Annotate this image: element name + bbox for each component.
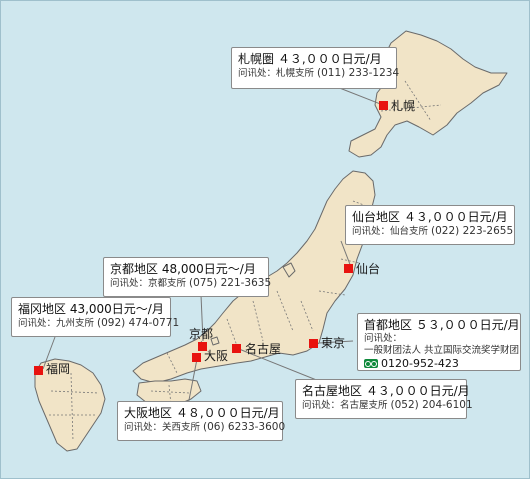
fukuoka-marker [34,366,43,375]
osaka-contact: 问讯处：关西支所 (06) 6233-3600 [124,421,286,433]
fukuoka-contact: 问讯处：九州支所 (092) 474-0771 [18,317,180,329]
osaka-marker [192,353,201,362]
tokyo-label: 東京 [321,336,346,350]
tokyo-org: 一般财团法人 共立国际交流奖学财团 [364,345,520,356]
freedial-number: 0120-952-423 [381,357,459,370]
sapporo-marker [379,101,388,110]
osaka-label: 大阪 [204,349,229,363]
sapporo-contact: 问讯处：札幌支所 (011) 233-1234 [238,67,400,79]
kyoto-rate: 京都地区 48,000日元～/月 [110,262,256,276]
sapporo-rate: 札幌圏 ４３,０００日元/月 [238,52,382,66]
nagoya-marker [232,344,241,353]
freedial-icon [364,359,378,368]
kyushu-island [34,358,106,452]
sendai-callout: 仙台地区 ４３,０００日元/月 问讯处：仙台支所 (022) 223-2655 [345,205,515,245]
fukuoka-callout: 福冈地区 43,000日元～/月 问讯处：九州支所 (092) 474-0771 [11,297,180,337]
sapporo-callout: 札幌圏 ４３,０００日元/月 问讯处：札幌支所 (011) 233-1234 [231,47,400,89]
osaka-callout: 大阪地区 ４８,０００日元/月 问讯处：关西支所 (06) 6233-3600 [117,401,286,441]
tokyo-marker [309,339,318,348]
sendai-contact: 问讯处：仙台支所 (022) 223-2655 [352,225,514,237]
tokyo-contact: 问讯处： [364,333,403,344]
sendai-label: 仙台 [356,262,381,276]
kyoto-label: 京都 [189,327,214,341]
sapporo-label: 札幌 [391,99,416,113]
nagoya-rate: 名古屋地区 ４３,０００日元/月 [302,384,470,398]
sendai-marker [344,264,353,273]
sado-island [282,262,296,278]
fukuoka-label: 福岡 [46,362,71,376]
kyoto-callout: 京都地区 48,000日元～/月 问讯处：京都支所 (075) 221-3635 [103,257,272,297]
kyoto-contact: 问讯处：京都支所 (075) 221-3635 [110,277,272,289]
tokyo-rate: 首都地区 ５３,０００日元/月 [364,318,520,332]
nagoya-label: 名古屋 [245,342,282,356]
tokyo-freedial: 0120-952-423 [364,357,514,370]
nagoya-callout: 名古屋地区 ４３,０００日元/月 问讯处：名古屋支所 (052) 204-610… [295,379,473,419]
okinoshima [210,336,220,346]
osaka-rate: 大阪地区 ４８,０００日元/月 [124,406,280,420]
sendai-rate: 仙台地区 ４３,０００日元/月 [352,210,508,224]
fukuoka-rate: 福冈地区 43,000日元～/月 [18,302,164,316]
kyoto-marker [198,342,207,351]
tokyo-callout: 首都地区 ５３,０００日元/月 问讯处： 一般财团法人 共立国际交流奖学财团 0… [357,313,521,371]
nagoya-contact: 问讯处：名古屋支所 (052) 204-6101 [302,399,473,411]
